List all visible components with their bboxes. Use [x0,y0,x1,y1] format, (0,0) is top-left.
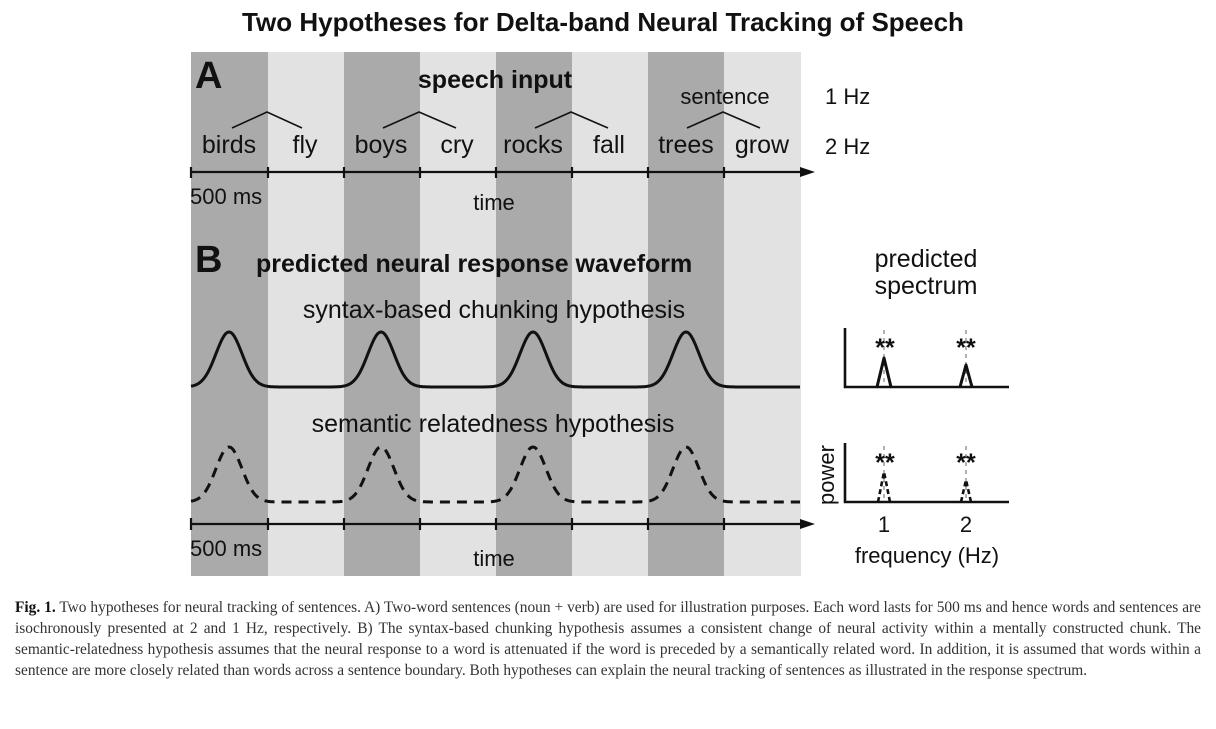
word-bands [191,52,801,576]
band-word-7 [648,52,724,576]
time-axis-a-arrowhead [800,167,815,177]
spectrum-syntax-axes [843,328,1009,389]
significance-marker: ** [875,334,895,362]
spectrum-title-line-1: predicted [875,245,978,273]
sentence-bracket-1 [231,111,303,129]
word-item: fall [593,131,625,159]
semantic-hypothesis-label: semantic relatedness hypothesis [312,410,675,438]
syntax-hypothesis-label: syntax-based chunking hypothesis [303,296,685,324]
time-label-b: time [473,546,515,571]
figure-title: Two Hypotheses for Delta-band Neural Tra… [242,7,964,37]
spectrum-syntax: ** ** [843,328,1009,389]
panel-b-heading: predicted neural response waveform [256,250,692,278]
word-item: trees [658,131,714,159]
spectrum-title-line-2: spectrum [875,272,978,300]
sentence-bracket-3 [534,111,609,129]
caption-label: Fig. 1. [15,599,56,616]
word-item: fly [293,131,319,159]
word-item: cry [440,131,474,159]
spectrum-semantic: ** ** [843,443,1009,504]
rate-word-label: 2 Hz [825,134,870,159]
freq-tick-2: 2 [960,512,972,537]
sentence-label: sentence [680,84,769,109]
spectrum-peak-1hz [876,471,892,503]
figure-1: Two Hypotheses for Delta-band Neural Tra… [189,7,1009,576]
semantic-waveform [190,445,800,504]
time-axis-b [189,518,803,530]
scale-label-b: 500 ms [190,536,262,561]
significance-marker: ** [956,334,976,362]
panel-a-letter: A [195,55,222,97]
word-item: birds [202,131,256,159]
word-item: rocks [503,131,563,159]
significance-marker: ** [956,449,976,477]
word-list: birds fly boys cry rocks fall trees grow [202,131,790,159]
sentence-bracket-4 [686,111,761,129]
spectrum-semantic-axes [843,443,1009,504]
time-axis-a [189,167,803,178]
panel-a-heading: speech input [418,66,573,94]
word-item: grow [735,131,790,159]
spectrum-peak-2hz [959,479,973,503]
syntax-waveform [190,330,801,389]
caption-text: Two hypotheses for neural tracking of se… [15,599,1201,679]
significance-marker: ** [875,449,895,477]
time-axis-b-arrowhead [800,519,815,529]
band-word-5 [496,52,572,576]
spectrum-peak-1hz [875,356,893,388]
power-axis-label: power [814,445,839,505]
band-word-4 [420,52,496,576]
band-word-8 [724,52,801,576]
freq-tick-1: 1 [878,512,890,537]
word-item: boys [355,131,408,159]
band-word-2 [268,52,344,576]
panel-b-letter: B [195,239,222,281]
band-word-6 [572,52,648,576]
time-label-a: time [473,190,515,215]
figure-caption: Fig. 1. Two hypotheses for neural tracki… [15,597,1201,681]
spectrum-peak-2hz [958,363,974,388]
sentence-bracket-2 [382,111,457,129]
band-word-3 [344,52,420,576]
frequency-axis-label: frequency (Hz) [855,543,999,568]
sentence-brackets [231,111,761,129]
scale-label-a: 500 ms [190,184,262,209]
band-word-1 [191,52,268,576]
rate-sentence-label: 1 Hz [825,84,870,109]
